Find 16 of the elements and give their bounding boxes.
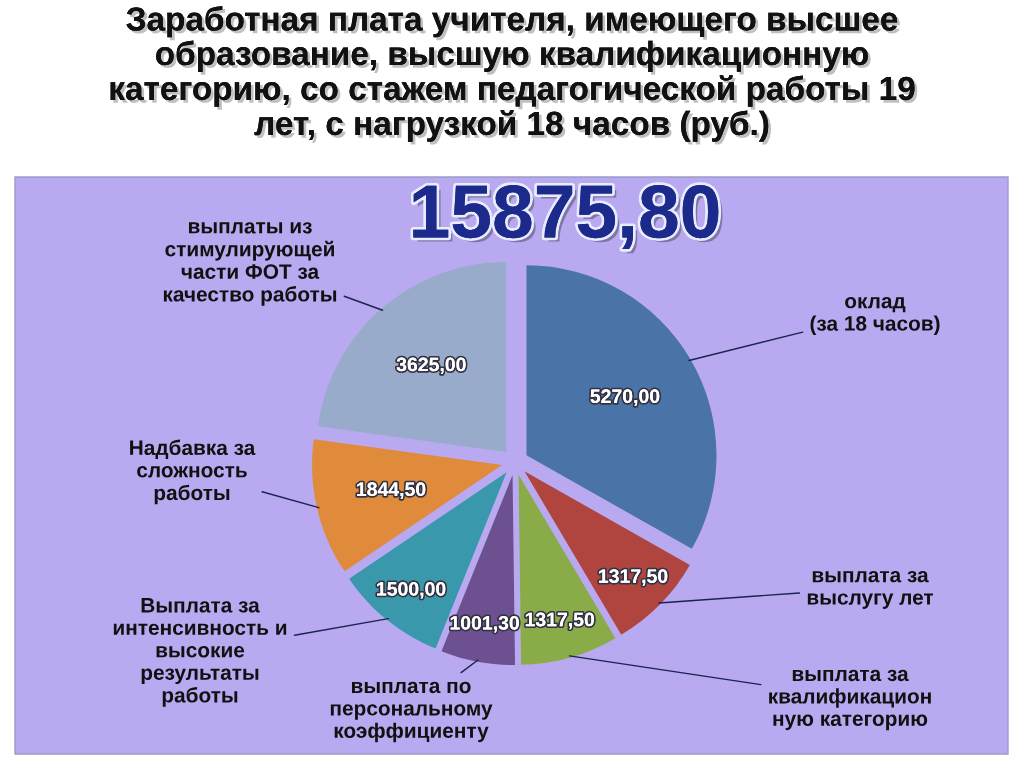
data-label: 1500,00 (377, 581, 446, 599)
data-label: 3625,00 (396, 357, 466, 375)
slice-label: Надбавка за сложность работы (130, 439, 256, 505)
data-label: 1001,30 (450, 615, 519, 633)
slice-label: выплата за квалификацион ную категорию (769, 669, 931, 731)
text: 15875,80 (413, 185, 723, 254)
data-label: 1317,50 (599, 569, 668, 586)
slice-label: оклад (за 18 часов) (810, 296, 940, 335)
data-label: 1844,50 (357, 482, 426, 499)
slice-label: выплата по персональному коэффициенту (330, 681, 493, 743)
chart-title: Заработная плата учителя, имеющего высшее образование, высшую квалификационную категорию, со стажем педагогической работы 19 лет, с нагрузкой 18 часов (руб.) (110, 6, 918, 145)
slice-label: выплата за выслугу лет (807, 570, 934, 609)
slice-label: Выплата за интенсивность и высокие результаты работы (113, 598, 287, 707)
slice-label: выплаты из стимулирующей части ФОТ за качество работы (163, 222, 337, 306)
data-label: 5270,00 (590, 389, 660, 406)
data-label: 1317,50 (525, 612, 595, 630)
